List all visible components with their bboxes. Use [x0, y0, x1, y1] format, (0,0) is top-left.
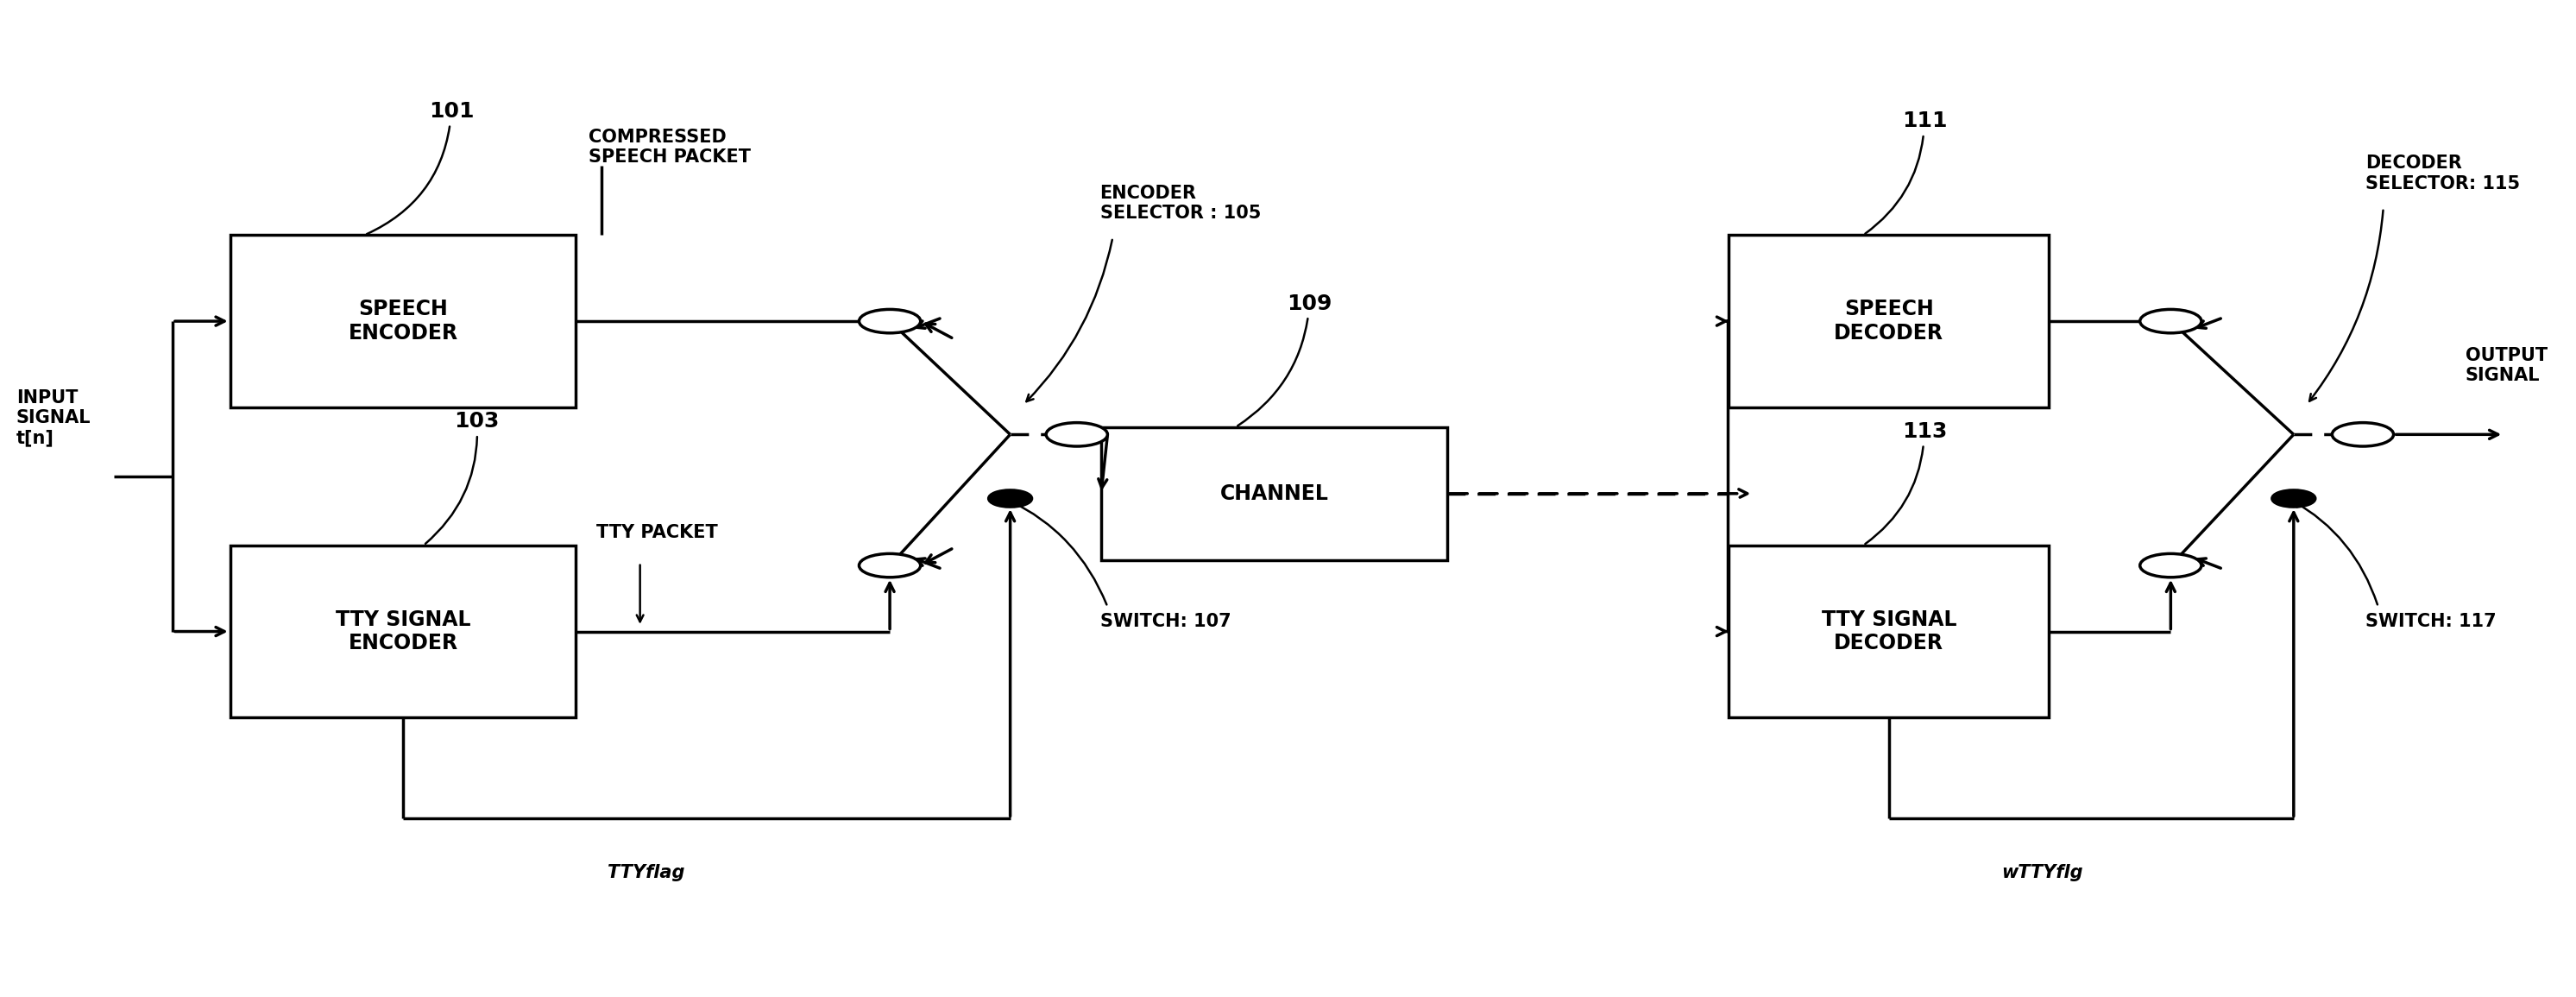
Circle shape [2141, 309, 2202, 333]
Text: ENCODER
SELECTOR : 105: ENCODER SELECTOR : 105 [1100, 184, 1260, 221]
Text: TTY PACKET: TTY PACKET [598, 524, 719, 541]
Text: TTY SIGNAL
DECODER: TTY SIGNAL DECODER [1821, 609, 1955, 654]
Text: OUTPUT
SIGNAL: OUTPUT SIGNAL [2465, 347, 2548, 384]
Circle shape [1046, 423, 1108, 447]
Text: wTTYflg: wTTYflg [2002, 864, 2084, 881]
Text: DECODER
SELECTOR: 115: DECODER SELECTOR: 115 [2365, 155, 2519, 192]
Text: TTY SIGNAL
ENCODER: TTY SIGNAL ENCODER [335, 609, 471, 654]
Text: SWITCH: 117: SWITCH: 117 [2365, 613, 2496, 630]
Text: SWITCH: 107: SWITCH: 107 [1100, 613, 1231, 630]
Bar [229, 235, 577, 408]
Circle shape [989, 491, 1033, 506]
Text: CHANNEL: CHANNEL [1221, 484, 1329, 503]
Bar [1728, 235, 2048, 408]
Circle shape [2141, 553, 2202, 577]
Text: COMPRESSED
SPEECH PACKET: COMPRESSED SPEECH PACKET [590, 129, 752, 166]
Text: INPUT
SIGNAL
t[n]: INPUT SIGNAL t[n] [15, 389, 90, 447]
Circle shape [2331, 423, 2393, 447]
Bar [229, 545, 577, 718]
Text: 113: 113 [1865, 421, 1947, 544]
Circle shape [858, 553, 920, 577]
Bar [1728, 545, 2048, 718]
Text: TTYflag: TTYflag [608, 864, 685, 881]
Text: SPEECH
DECODER: SPEECH DECODER [1834, 299, 1945, 344]
Text: 103: 103 [425, 412, 500, 543]
Text: SPEECH
ENCODER: SPEECH ENCODER [348, 299, 459, 344]
Text: 101: 101 [366, 101, 474, 234]
Text: 111: 111 [1865, 111, 1947, 233]
Text: 109: 109 [1236, 293, 1332, 426]
Circle shape [2272, 491, 2316, 506]
Bar [1100, 427, 1448, 560]
Circle shape [858, 309, 920, 333]
